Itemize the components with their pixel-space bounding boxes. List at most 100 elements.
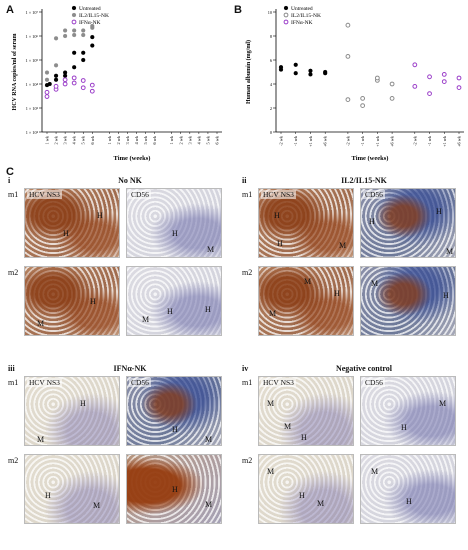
tissue-marker: M [304, 277, 312, 286]
data-point [63, 33, 68, 39]
data-point [389, 96, 395, 101]
y-tick-label: 2 [270, 106, 272, 111]
data-point [63, 28, 68, 33]
y-tick-label: 1 × 10³ [26, 106, 39, 111]
x-tick-label: 5 wk [143, 135, 148, 144]
x-tick-label: 3 wk [187, 135, 192, 144]
data-point [427, 91, 432, 96]
data-point [278, 65, 284, 70]
tissue-marker: M [317, 499, 325, 508]
stain-label: CD56 [129, 378, 151, 387]
tissue-marker: H [205, 305, 211, 314]
data-point [441, 79, 447, 84]
mouse-row-label: m2 [8, 456, 19, 465]
micrograph: CD56 M H [360, 376, 456, 446]
data-point [90, 43, 95, 48]
x-tick-label: 2 wk [116, 135, 121, 144]
x-tick-label: 4 wk [196, 135, 201, 144]
x-tick-label: +6 wk [323, 135, 328, 147]
data-point [81, 50, 86, 55]
data-point [62, 77, 68, 83]
legend-label: IFNα-NK [79, 20, 101, 26]
data-point [293, 71, 298, 76]
data-point [308, 68, 313, 73]
tissue-marker: H [97, 211, 103, 220]
x-tick-label: -2 wk [412, 135, 417, 146]
tissue-marker: M [446, 247, 454, 256]
x-tick-label: -2 wk [345, 135, 350, 146]
tissue-marker: H [172, 485, 178, 494]
tissue-marker: H [436, 207, 442, 216]
stain-label: CD56 [363, 378, 385, 387]
data-point [53, 36, 59, 41]
data-point [44, 94, 50, 99]
micrograph: CD56 H M [126, 376, 222, 446]
tissue-marker: H [63, 229, 69, 238]
tissue-marker: H [277, 239, 283, 248]
data-point [412, 62, 418, 68]
stain-label: HCV NS3 [261, 190, 296, 199]
y-tick-label: 1 × 10⁷ [25, 10, 38, 15]
data-point [47, 81, 52, 87]
legend-label: Untreated [291, 6, 313, 12]
x-axis-label: Time (weeks) [114, 155, 151, 162]
legend-label: IFNα-NK [291, 20, 313, 26]
y-tick-label: 10 [268, 10, 272, 15]
data-point [345, 97, 351, 102]
tissue-marker: M [93, 501, 101, 510]
tissue-marker: M [37, 319, 45, 328]
section-c-panel-roman: ii [242, 176, 247, 185]
data-point [80, 85, 86, 91]
data-point [374, 75, 380, 81]
data-point [90, 34, 95, 40]
x-tick-label: -2 wk [279, 135, 284, 146]
micrograph: HCV NS3 H H M [258, 188, 354, 258]
x-tick-label: 2 wk [178, 135, 183, 144]
legend-label: IL2/IL15-NK [291, 13, 321, 19]
data-point [44, 70, 50, 75]
data-point [53, 77, 59, 82]
tissue-marker: H [406, 497, 412, 506]
data-point [293, 62, 298, 67]
tissue-marker: H [334, 289, 340, 298]
tissue-marker: M [269, 309, 277, 318]
x-tick-label: 1 wk [45, 135, 50, 144]
data-point [71, 80, 77, 86]
data-point [89, 88, 95, 94]
stain-label: HCV NS3 [27, 190, 62, 199]
tissue-marker: H [369, 217, 375, 226]
x-tick-label: 4 wk [134, 135, 139, 144]
x-tick-label: +6 wk [390, 135, 395, 147]
data-point [90, 23, 95, 29]
legend-label: IL2/IL15-NK [79, 13, 109, 19]
micrograph: CD56 H M [126, 188, 222, 258]
y-axis-label: Human albumin (mg/ml) [245, 40, 252, 104]
stain-label: CD56 [129, 190, 151, 199]
data-point [427, 74, 432, 80]
data-point [53, 83, 59, 89]
x-tick-label: -1 wk [360, 135, 365, 146]
legend-marker [283, 19, 289, 25]
tissue-marker: H [172, 425, 178, 434]
data-point [72, 32, 77, 38]
data-point [72, 50, 77, 55]
tissue-marker: H [301, 433, 307, 442]
x-tick-label: +6 wk [457, 135, 462, 147]
mouse-row-label: m2 [242, 268, 253, 277]
x-tick-label: +1 wk [442, 135, 447, 147]
x-tick-label: 3 wk [63, 135, 68, 144]
legend-label: Untreated [79, 6, 101, 12]
micrograph: HCV NS3 H M [24, 376, 120, 446]
x-tick-label: 3 wk [125, 135, 130, 144]
section-c-panel-roman: iii [8, 364, 15, 373]
legend-marker [283, 5, 289, 11]
legend-marker [283, 12, 289, 18]
y-tick-label: 1 × 10⁴ [25, 82, 38, 87]
data-point [345, 54, 351, 59]
mouse-row-label: m1 [242, 378, 253, 387]
x-tick-label: -1 wk [427, 135, 432, 146]
data-point [62, 81, 68, 87]
